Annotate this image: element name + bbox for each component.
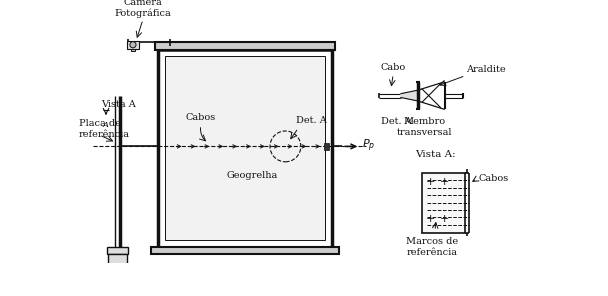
Bar	[423, 173, 465, 233]
Text: Cabos: Cabos	[478, 174, 509, 183]
Circle shape	[130, 42, 136, 48]
Text: Placa de
referência: Placa de referência	[79, 119, 130, 139]
Bar	[107, 247, 128, 254]
Text: Marcos de
referência: Marcos de referência	[406, 237, 458, 257]
Bar	[155, 42, 334, 50]
Text: A: A	[103, 121, 109, 129]
Text: Cabos: Cabos	[185, 113, 216, 122]
Text: Membro
transversal: Membro transversal	[396, 117, 452, 136]
Text: Araldite: Araldite	[466, 65, 505, 74]
Bar	[324, 143, 330, 150]
Bar	[165, 56, 325, 240]
Text: Camera
Fotográfica: Camera Fotográfica	[114, 0, 171, 18]
Text: Vista A: Vista A	[100, 99, 136, 109]
Bar	[110, 272, 125, 289]
Text: +: +	[426, 177, 435, 187]
Text: +: +	[440, 214, 449, 224]
Bar	[131, 49, 135, 51]
Text: +: +	[440, 177, 449, 187]
Bar	[127, 41, 139, 49]
Text: Cabo: Cabo	[381, 63, 406, 73]
Polygon shape	[401, 90, 418, 101]
Text: Geogrelha: Geogrelha	[227, 171, 278, 180]
Bar	[108, 254, 127, 274]
Bar	[151, 247, 339, 254]
Text: Vista A:: Vista A:	[415, 150, 455, 159]
Text: Det. A: Det. A	[296, 116, 327, 125]
Text: +: +	[426, 214, 435, 224]
Text: Det. A: Det. A	[381, 117, 412, 126]
Text: $P_p$: $P_p$	[362, 137, 375, 154]
